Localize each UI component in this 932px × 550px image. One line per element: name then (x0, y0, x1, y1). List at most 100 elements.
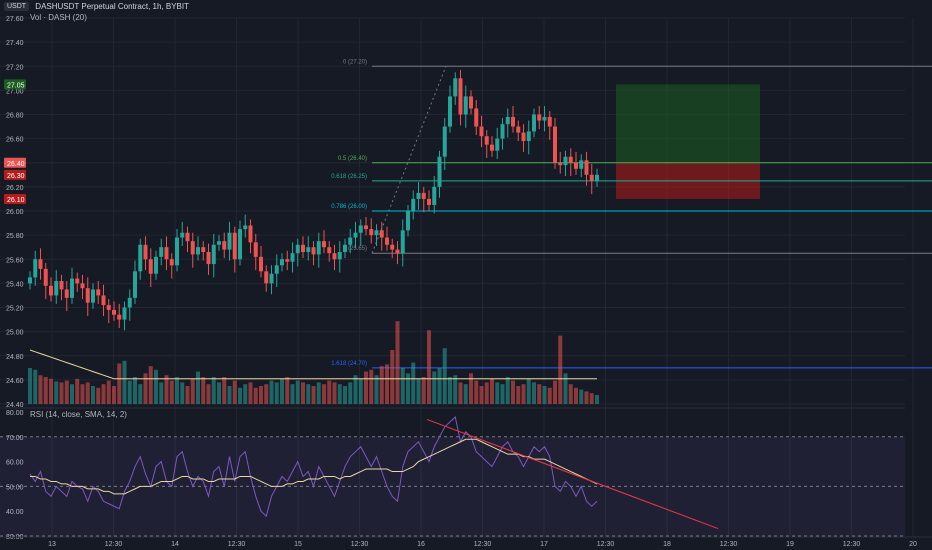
volume-bar (505, 377, 510, 404)
candle-body (196, 247, 200, 255)
volume-bar (49, 378, 53, 404)
fib-retracement[interactable]: 0 (27.20) 0.5 (26.40) 0.618 (26.25) 0.786 (… (331, 59, 932, 369)
volume-bar (122, 360, 127, 404)
volume-bar (379, 366, 384, 404)
candle-body (96, 289, 101, 296)
volume-bar (280, 378, 284, 404)
volume-bar (295, 380, 300, 404)
volume-bar (369, 369, 374, 404)
volume-bar (500, 384, 505, 404)
price-tick-label: 24.80 (6, 354, 24, 361)
volume-bar (400, 368, 405, 404)
volume-bar (285, 377, 290, 404)
volume-bar (264, 384, 269, 404)
currency-badge[interactable]: USDT (4, 2, 30, 12)
volume-bar (169, 380, 174, 404)
volume-bar (274, 382, 279, 404)
rsi-tick-label: 60.00 (6, 460, 24, 467)
candle-body (348, 237, 353, 245)
candle-body (248, 225, 253, 243)
candle-body (148, 259, 153, 274)
volume-bar (574, 387, 578, 404)
candle-body (80, 283, 85, 289)
rsi-legend: RSI (14, close, SMA, 14, 2) (30, 410, 127, 419)
volume-bar (227, 386, 232, 404)
volume-bar (175, 377, 179, 404)
volume-bar (358, 378, 363, 404)
volume-bar (106, 380, 111, 404)
candle-body (269, 273, 274, 284)
price-tick-label: 25.20 (6, 306, 24, 313)
volume-bar (185, 386, 190, 404)
candle-body (201, 247, 206, 253)
volume-bar (337, 384, 342, 404)
price-tick-label: 27.40 (6, 40, 24, 47)
long-position-tool[interactable] (616, 84, 760, 199)
candle-body (490, 144, 494, 151)
volume-bar (269, 380, 274, 404)
volume-bar (143, 373, 148, 404)
rsi-ma-line (30, 438, 598, 495)
candle-body (322, 241, 326, 248)
candle-body (133, 271, 137, 298)
volume-bar (353, 375, 358, 404)
fib-trend-line (371, 66, 447, 254)
candle-body (91, 289, 95, 303)
price-marker-label: 27.05 (7, 82, 25, 89)
candle-body (579, 160, 584, 169)
volume-bar (101, 384, 106, 404)
volume-bar (85, 382, 90, 404)
symbol-title[interactable]: DASHUSDT Perpetual Contract, 1h, BYBIT (35, 2, 189, 12)
volume-bar (201, 377, 206, 404)
volume-bar (416, 378, 421, 404)
volume-bar (511, 380, 515, 404)
candle-body (117, 314, 122, 320)
rsi-trendline (426, 418, 719, 530)
price-marker (4, 193, 26, 204)
volume-bar (484, 382, 489, 404)
volume-bar (584, 391, 589, 404)
candle-body (28, 277, 32, 284)
rsi-tick-label: 70.00 (6, 435, 24, 442)
volume-bar (259, 386, 263, 404)
volume-bar (33, 369, 38, 404)
candle-body (411, 198, 416, 211)
volume-bar (547, 387, 552, 404)
time-tick-label: 12:30 (105, 541, 123, 548)
volume-bar (80, 384, 85, 404)
time-tick-label: 15 (294, 541, 302, 548)
volume-bar (117, 363, 122, 404)
candle-body (400, 230, 405, 254)
volume-bar (469, 373, 473, 404)
volume-bar (70, 384, 74, 404)
candle-body (395, 249, 400, 254)
rsi-tick-label: 40.00 (6, 509, 24, 516)
fib-level-label: 1 (25.65) (343, 246, 367, 252)
volume-bar (385, 364, 389, 404)
time-axis[interactable]: 13 12:30 14 12:30 15 12:30 16 12:30 17 12:30 18 12:… (0, 536, 932, 548)
volume-bar (411, 362, 416, 404)
volume-bar (343, 386, 347, 404)
candle-body (516, 126, 521, 133)
fib-level-label: 0.618 (26.25) (331, 174, 367, 180)
candle-body (369, 229, 374, 236)
time-tick-label: 12:30 (228, 541, 246, 548)
candle-body (589, 174, 594, 181)
time-tick-label: 12:30 (474, 541, 492, 548)
volume-bar (553, 380, 557, 404)
price-axis[interactable]: 27.60 27.40 27.20 27.00 26.80 26.60 26.40 26.20… (0, 16, 26, 409)
candle-body (206, 252, 211, 265)
candle-body (217, 241, 221, 245)
candle-body (458, 78, 463, 115)
volume-bar (563, 373, 568, 404)
volume-bar (180, 382, 185, 404)
volume-bar (516, 386, 521, 404)
candle-body (75, 278, 80, 284)
fib-level-label: 1.618 (24.70) (331, 361, 367, 367)
volume-bar (133, 377, 137, 404)
volume-bar (427, 330, 431, 404)
volume-bar (127, 380, 132, 404)
candle-body (453, 78, 458, 97)
time-tick-label: 17 (540, 541, 548, 548)
